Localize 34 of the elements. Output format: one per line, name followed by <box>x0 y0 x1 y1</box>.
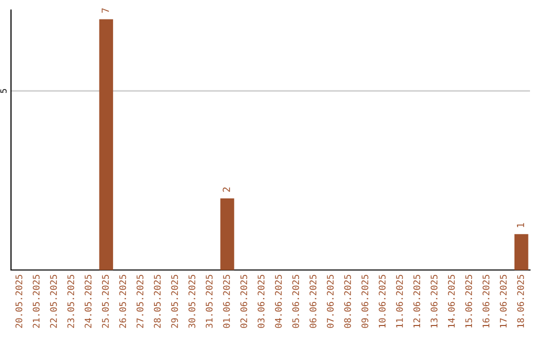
x-tick-label: 20.05.2025 <box>15 274 22 328</box>
x-tick-label: 09.06.2025 <box>361 274 368 328</box>
x-tick-label: 14.06.2025 <box>448 274 455 328</box>
x-tick-label: 25.05.2025 <box>102 274 109 328</box>
x-tick-label: 18.06.2025 <box>517 274 524 328</box>
x-tick-label: 15.06.2025 <box>465 274 472 328</box>
data-label: 2 <box>222 187 230 192</box>
x-tick-label: 31.05.2025 <box>206 274 213 328</box>
x-tick-label: 10.06.2025 <box>378 274 386 328</box>
x-tick-label: 11.06.2025 <box>396 274 403 328</box>
x-tick-label: 05.06.2025 <box>292 274 300 328</box>
y-tick-label: 5 <box>0 89 7 93</box>
x-tick-label: 04.06.2025 <box>274 274 282 328</box>
x-tick-label: 08.06.2025 <box>344 274 351 328</box>
x-tick-label: 03.06.2025 <box>258 274 264 328</box>
x-tick-label: 24.05.2025 <box>84 274 92 328</box>
x-tick-label: 16.06.2025 <box>482 274 490 328</box>
data-label: 7 <box>102 8 109 13</box>
x-tick-label: 12.06.2025 <box>413 274 420 328</box>
x-tick-label: 28.05.2025 <box>154 274 161 328</box>
x-tick-label: 22.05.2025 <box>50 274 57 328</box>
x-tick-label: 27.05.2025 <box>136 274 144 328</box>
x-tick-label: 17.06.2025 <box>500 274 507 328</box>
x-tick-label: 21.05.2025 <box>32 274 40 328</box>
x-tick-label: 30.05.2025 <box>188 274 196 328</box>
data-label: 1 <box>516 223 524 228</box>
x-tick-label: 26.05.2025 <box>119 274 126 328</box>
x-tick-label: 23.05.2025 <box>67 274 74 328</box>
x-tick-label: 01.06.2025 <box>223 274 230 328</box>
x-tick-label: 02.06.2025 <box>240 274 248 328</box>
x-tick-label: 07.06.2025 <box>326 274 334 328</box>
x-tick-label: 29.05.2025 <box>171 274 178 328</box>
x-tick-label: 06.06.2025 <box>310 274 316 328</box>
x-tick-label: 13.06.2025 <box>430 274 438 328</box>
